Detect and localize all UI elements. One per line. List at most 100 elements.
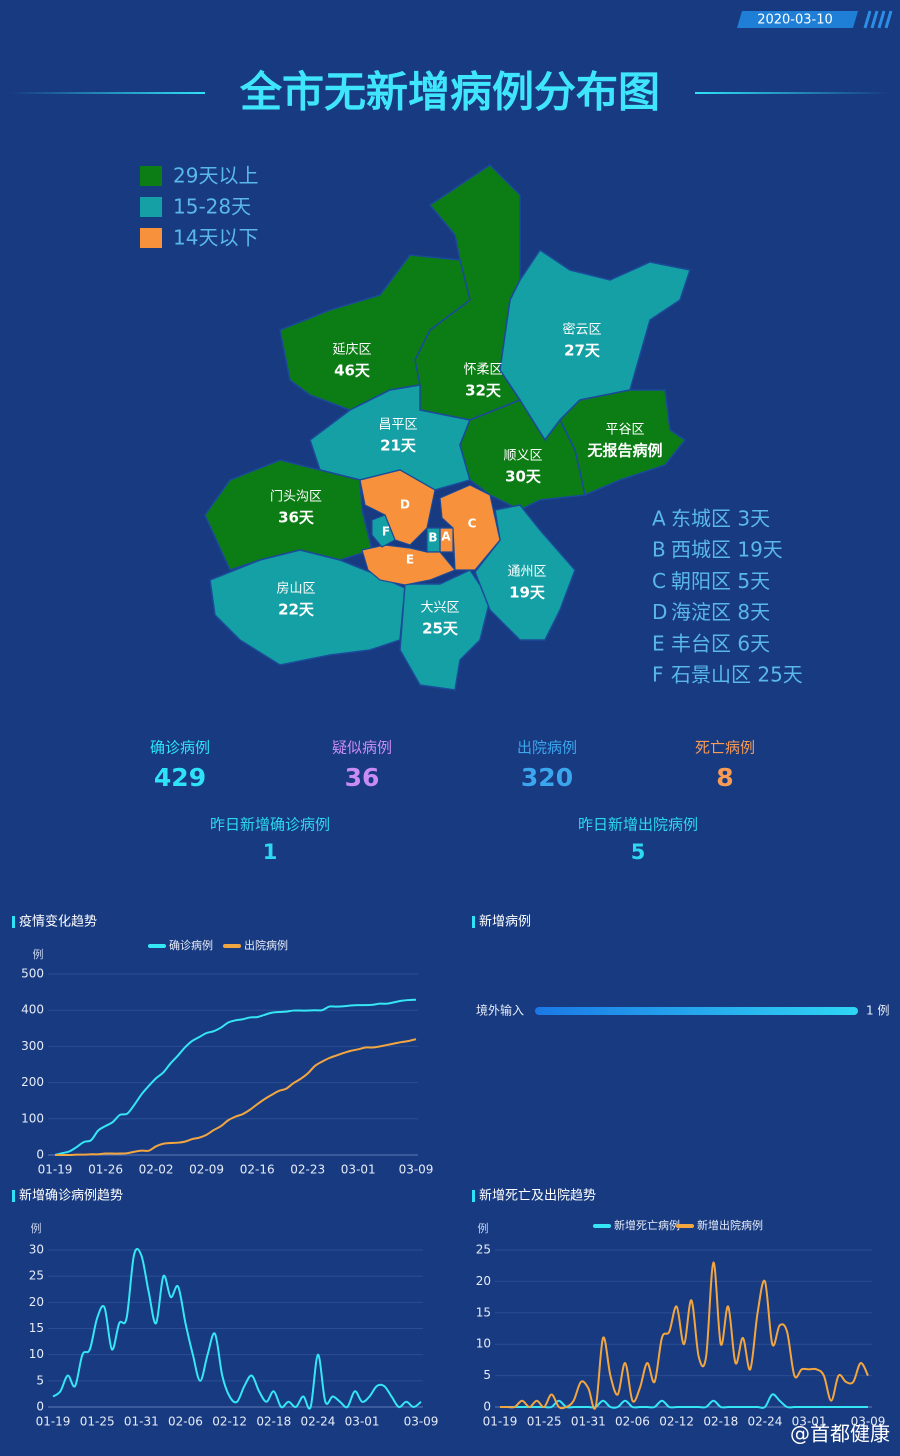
x-tick-label: 03-01 — [345, 1415, 380, 1429]
series-line — [54, 998, 417, 1156]
y-tick-label: 500 — [21, 967, 44, 981]
key-text: 石景山区 25天 — [671, 663, 803, 687]
key-letter: E — [652, 631, 665, 655]
district-name: 昌平区 — [378, 418, 417, 433]
district-letter: C — [468, 517, 477, 531]
district — [459, 399, 586, 511]
x-tick-label: 02-12 — [659, 1415, 694, 1429]
x-tick-label: 01-26 — [88, 1163, 123, 1177]
chart-title-marker — [472, 1190, 475, 1202]
title-rule — [10, 92, 205, 94]
district-days: 30天 — [505, 468, 542, 486]
bar-value-label: 1 例 — [866, 1004, 889, 1018]
key-letter: C — [652, 569, 666, 593]
key-text: 丰台区 6天 — [671, 631, 770, 655]
legend-label: 14天以下 — [173, 226, 258, 250]
key-letter: B — [652, 538, 666, 562]
district-letter: A — [441, 530, 451, 544]
chart-title: 新增病例 — [479, 914, 531, 930]
x-tick-label: 02-06 — [168, 1415, 203, 1429]
x-tick-label: 03-09 — [399, 1163, 434, 1177]
x-tick-label: 01-31 — [571, 1415, 606, 1429]
bar-category: 境外输入 — [476, 1003, 524, 1018]
key-text: 海淀区 8天 — [671, 600, 770, 624]
bar — [535, 1007, 858, 1015]
x-tick-label: 03-01 — [792, 1415, 827, 1429]
district-name: 通州区 — [507, 565, 546, 580]
y-tick-label: 15 — [29, 1321, 44, 1335]
legend-label: 29天以上 — [173, 164, 258, 188]
y-tick-label: 5 — [483, 1368, 491, 1382]
district-letter: B — [428, 531, 437, 545]
district-name: 密云区 — [562, 322, 601, 338]
x-tick-label: 02-18 — [256, 1415, 291, 1429]
x-tick-label: 01-19 — [36, 1415, 71, 1429]
district-name: 延庆区 — [332, 343, 371, 358]
legend-swatch — [140, 197, 162, 217]
district-days: 无报告病例 — [586, 442, 662, 460]
y-tick-label: 20 — [29, 1295, 44, 1309]
key-text: 西城区 19天 — [671, 538, 783, 562]
x-tick-label: 02-16 — [240, 1163, 275, 1177]
district-days: 22天 — [278, 601, 315, 619]
stat-value: 8 — [716, 763, 733, 792]
y-tick-label: 30 — [29, 1243, 44, 1257]
district — [359, 469, 436, 546]
legend-label: 新增出院病例 — [697, 1218, 763, 1232]
y-tick-label: 200 — [21, 1075, 44, 1089]
district — [204, 459, 373, 571]
key-letter: F — [652, 663, 664, 687]
y-tick-label: 15 — [476, 1305, 491, 1319]
district-days: 32天 — [465, 382, 502, 400]
date: 2020-03-10 — [757, 13, 833, 28]
key-text: 朝阳区 5天 — [671, 569, 770, 593]
x-tick-label: 03-01 — [341, 1163, 376, 1177]
x-tick-label: 02-24 — [301, 1415, 336, 1429]
chart-title: 新增死亡及出院趋势 — [479, 1188, 596, 1204]
chart-title-marker — [12, 1190, 15, 1202]
y-tick-label: 25 — [29, 1269, 44, 1283]
badge-stripes — [863, 10, 893, 29]
stat-label: 出院病例 — [517, 739, 577, 757]
x-tick-label: 02-06 — [615, 1415, 650, 1429]
legend-swatch — [140, 166, 162, 186]
x-tick-label: 01-19 — [483, 1415, 518, 1429]
x-tick-label: 02-23 — [290, 1163, 325, 1177]
y-tick-label: 5 — [36, 1373, 44, 1387]
district-days: 46天 — [334, 362, 371, 380]
legend-label: 15-28天 — [173, 195, 251, 219]
x-tick-label: 02-02 — [139, 1163, 174, 1177]
stat-label: 确诊病例 — [150, 739, 210, 757]
x-tick-label: 02-24 — [748, 1415, 783, 1429]
chart-title: 疫情变化趋势 — [19, 914, 97, 930]
main-title: 全市无新增病例分布图 — [239, 68, 660, 117]
key-text: 东城区 3天 — [671, 507, 770, 531]
stat-value: 1 — [263, 840, 278, 864]
y-tick-label: 400 — [21, 1003, 44, 1017]
stat-label: 昨日新增确诊病例 — [210, 816, 330, 834]
axis-unit: 例 — [31, 1221, 42, 1235]
axis-unit: 例 — [33, 947, 44, 961]
x-tick-label: 02-09 — [189, 1163, 224, 1177]
series-line — [52, 1248, 422, 1410]
key-letter: D — [652, 600, 667, 624]
district — [279, 254, 471, 411]
x-tick-label: 02-18 — [703, 1415, 738, 1429]
district-days: 25天 — [422, 620, 459, 638]
legend-label: 出院病例 — [244, 938, 288, 952]
district — [361, 544, 456, 586]
x-tick-label: 03-09 — [851, 1415, 886, 1429]
series-line — [500, 1393, 868, 1409]
y-tick-label: 100 — [21, 1111, 44, 1125]
district — [399, 569, 491, 691]
district — [439, 484, 501, 571]
x-tick-label: 02-12 — [212, 1415, 247, 1429]
y-tick-label: 0 — [36, 1400, 44, 1414]
key-letter: A — [652, 507, 666, 531]
x-tick-label: 01-31 — [124, 1415, 159, 1429]
y-tick-label: 20 — [476, 1274, 491, 1288]
stat-value: 429 — [154, 763, 206, 792]
title-rule — [695, 92, 890, 94]
y-tick-label: 0 — [483, 1400, 491, 1414]
y-tick-label: 0 — [36, 1148, 44, 1162]
